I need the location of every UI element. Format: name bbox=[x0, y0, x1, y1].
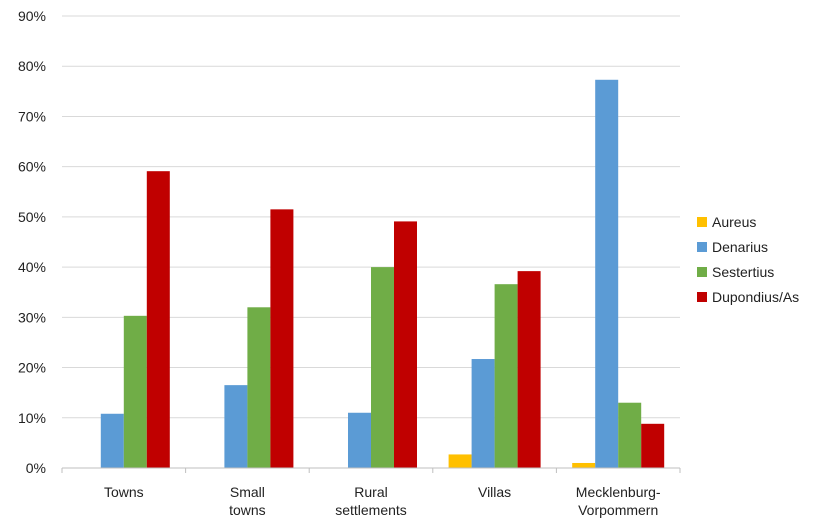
bar-sestertius bbox=[247, 307, 271, 468]
category-label-line: Rural bbox=[354, 484, 387, 500]
bar-sestertius bbox=[618, 402, 642, 468]
legend-label: Sestertius bbox=[712, 264, 774, 280]
bar-sestertius bbox=[494, 284, 518, 468]
bars bbox=[100, 79, 665, 469]
legend-swatch bbox=[697, 217, 707, 227]
category-label-line: settlements bbox=[335, 502, 407, 518]
y-tick-label: 90% bbox=[18, 8, 46, 24]
legend: Aureus Denarius Sestertius Dupondius/As bbox=[697, 214, 799, 305]
y-tick-label: 0% bbox=[26, 460, 46, 476]
x-axis-ticks bbox=[61, 468, 681, 473]
y-tick-label: 10% bbox=[18, 410, 46, 426]
y-tick-label: 80% bbox=[18, 58, 46, 74]
bar-dupondius-as bbox=[270, 209, 294, 468]
bar-dupondius-as bbox=[146, 171, 170, 469]
category-label-line: Villas bbox=[478, 484, 511, 500]
bar-denarius bbox=[471, 359, 495, 468]
category-label: Rural settlements bbox=[335, 484, 407, 518]
bar-aureus bbox=[448, 454, 472, 468]
bar-denarius bbox=[100, 413, 124, 468]
y-tick-label: 30% bbox=[18, 309, 46, 325]
legend-swatch bbox=[697, 242, 707, 252]
y-axis-tick-labels: 0% 10% 20% 30% 40% 50% 60% 70% 80% 90% bbox=[18, 8, 46, 476]
y-tick-label: 70% bbox=[18, 108, 46, 124]
y-tick-label: 50% bbox=[18, 209, 46, 225]
bar-denarius bbox=[595, 79, 619, 468]
legend-swatch bbox=[697, 292, 707, 302]
legend-label: Denarius bbox=[712, 239, 768, 255]
category-label: Small towns bbox=[229, 484, 266, 518]
category-label-line: Mecklenburg- bbox=[576, 484, 661, 500]
bar-denarius bbox=[348, 412, 371, 468]
bar-sestertius bbox=[123, 315, 147, 468]
bar-dupondius-as bbox=[517, 271, 541, 468]
bar-dupondius-as bbox=[641, 423, 665, 468]
y-tick-label: 40% bbox=[18, 259, 46, 275]
category-labels: Towns Small towns Rural settlements Villas Mec… bbox=[104, 484, 661, 518]
legend-swatch bbox=[697, 267, 707, 277]
category-label-line: Towns bbox=[104, 484, 144, 500]
category-label: Villas bbox=[478, 484, 511, 500]
category-label-line: Vorpommern bbox=[578, 502, 658, 518]
bar-sestertius bbox=[371, 267, 394, 468]
category-label-line: towns bbox=[229, 502, 266, 518]
bar-denarius bbox=[224, 385, 248, 468]
category-label-line: Small bbox=[230, 484, 265, 500]
category-label: Towns bbox=[104, 484, 144, 500]
legend-label: Dupondius/As bbox=[712, 289, 799, 305]
y-tick-label: 60% bbox=[18, 159, 46, 175]
y-tick-label: 20% bbox=[18, 360, 46, 376]
bar-dupondius-as bbox=[394, 221, 417, 468]
bar-aureus bbox=[572, 462, 596, 468]
legend-label: Aureus bbox=[712, 214, 756, 230]
category-label: Mecklenburg- Vorpommern bbox=[576, 484, 661, 518]
